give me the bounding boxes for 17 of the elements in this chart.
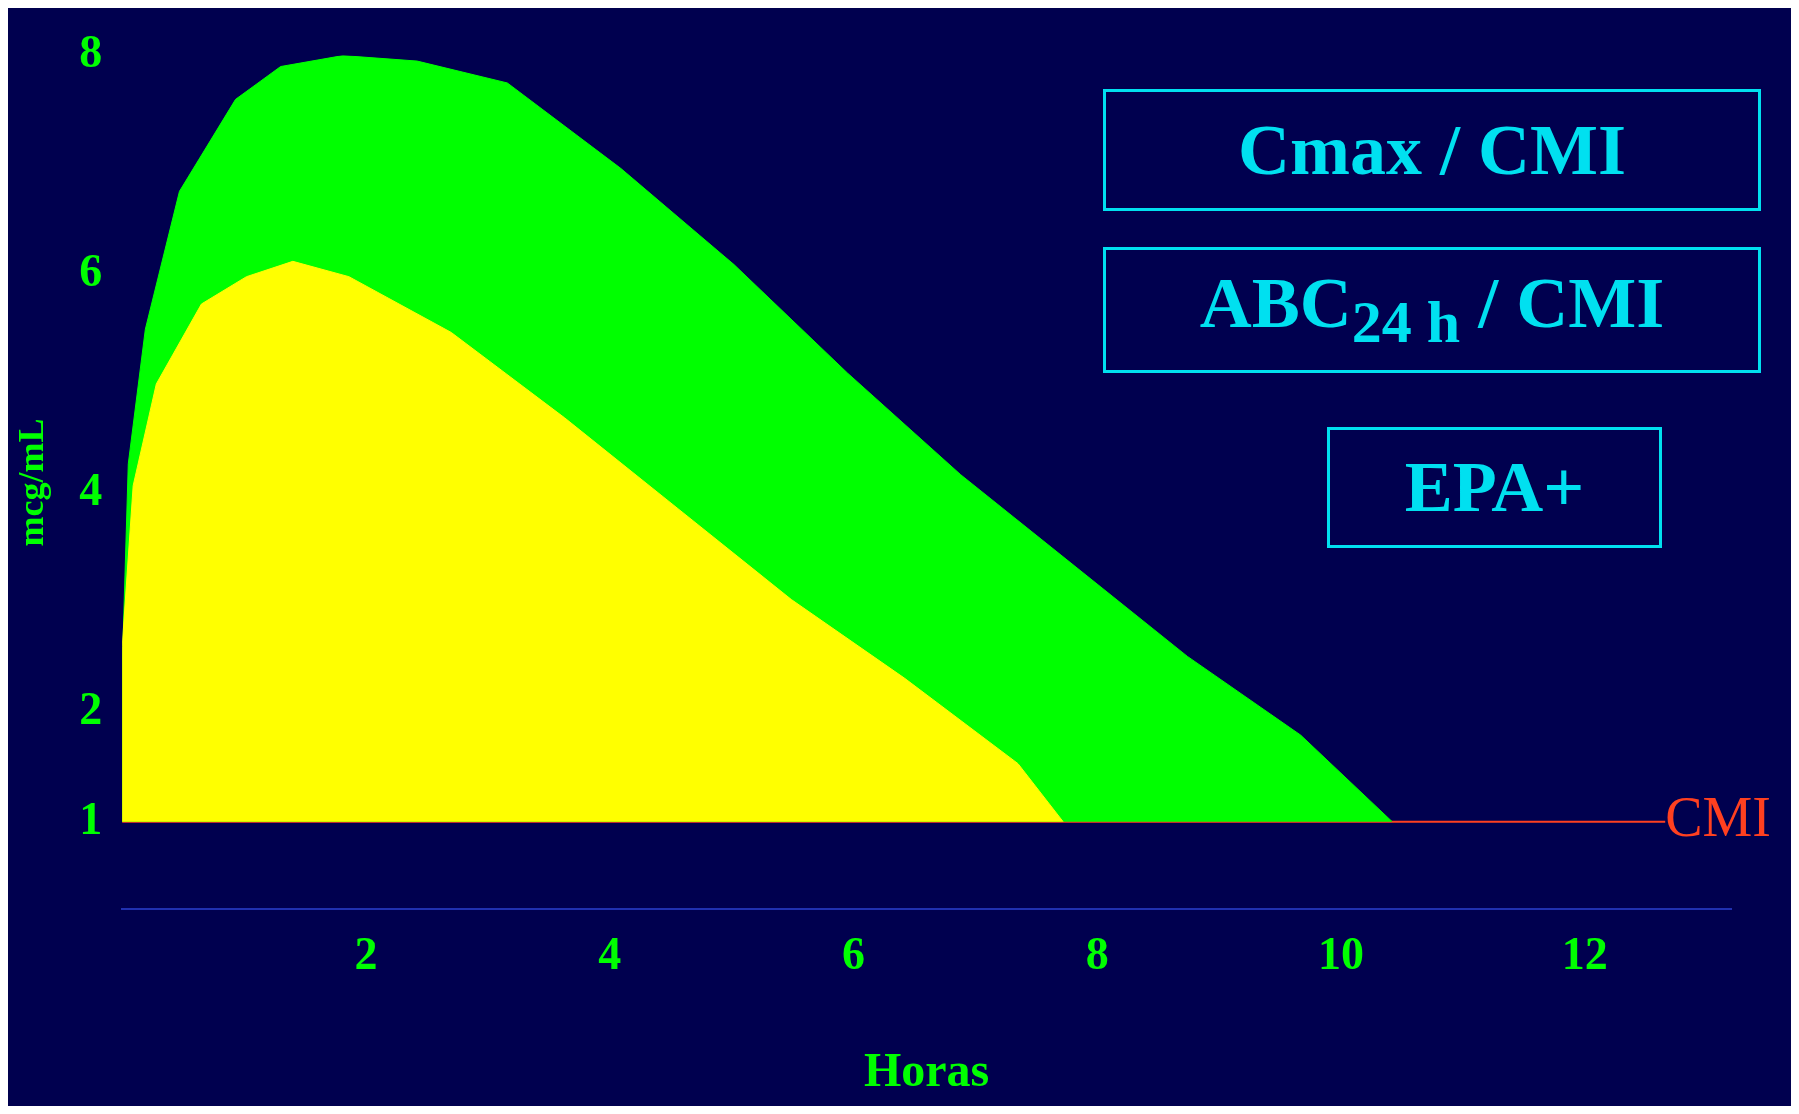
x-tick-label: 8 — [1085, 927, 1109, 979]
annotation: Cmax / CMI — [1238, 108, 1626, 192]
x-axis-title: Horas — [863, 1042, 990, 1096]
y-tick-label: 1 — [79, 792, 103, 844]
x-tick-label: 4 — [598, 927, 622, 979]
ref-line-label: CMI — [1665, 786, 1771, 849]
x-tick-label: 10 — [1317, 927, 1364, 979]
x-tick-label: 12 — [1561, 927, 1608, 979]
y-tick-label: 8 — [79, 26, 103, 78]
annotation: EPA+ — [1404, 446, 1585, 529]
x-tick-label: 6 — [841, 927, 865, 979]
y-tick-label: 4 — [79, 464, 103, 516]
y-tick-label: 2 — [79, 683, 103, 735]
annotation: ABC$_{24 h}$ / CMI — [1199, 262, 1665, 358]
x-tick-label: 2 — [354, 927, 378, 979]
y-tick-label: 6 — [79, 245, 103, 297]
y-axis-title: mcg/mL — [10, 418, 51, 547]
